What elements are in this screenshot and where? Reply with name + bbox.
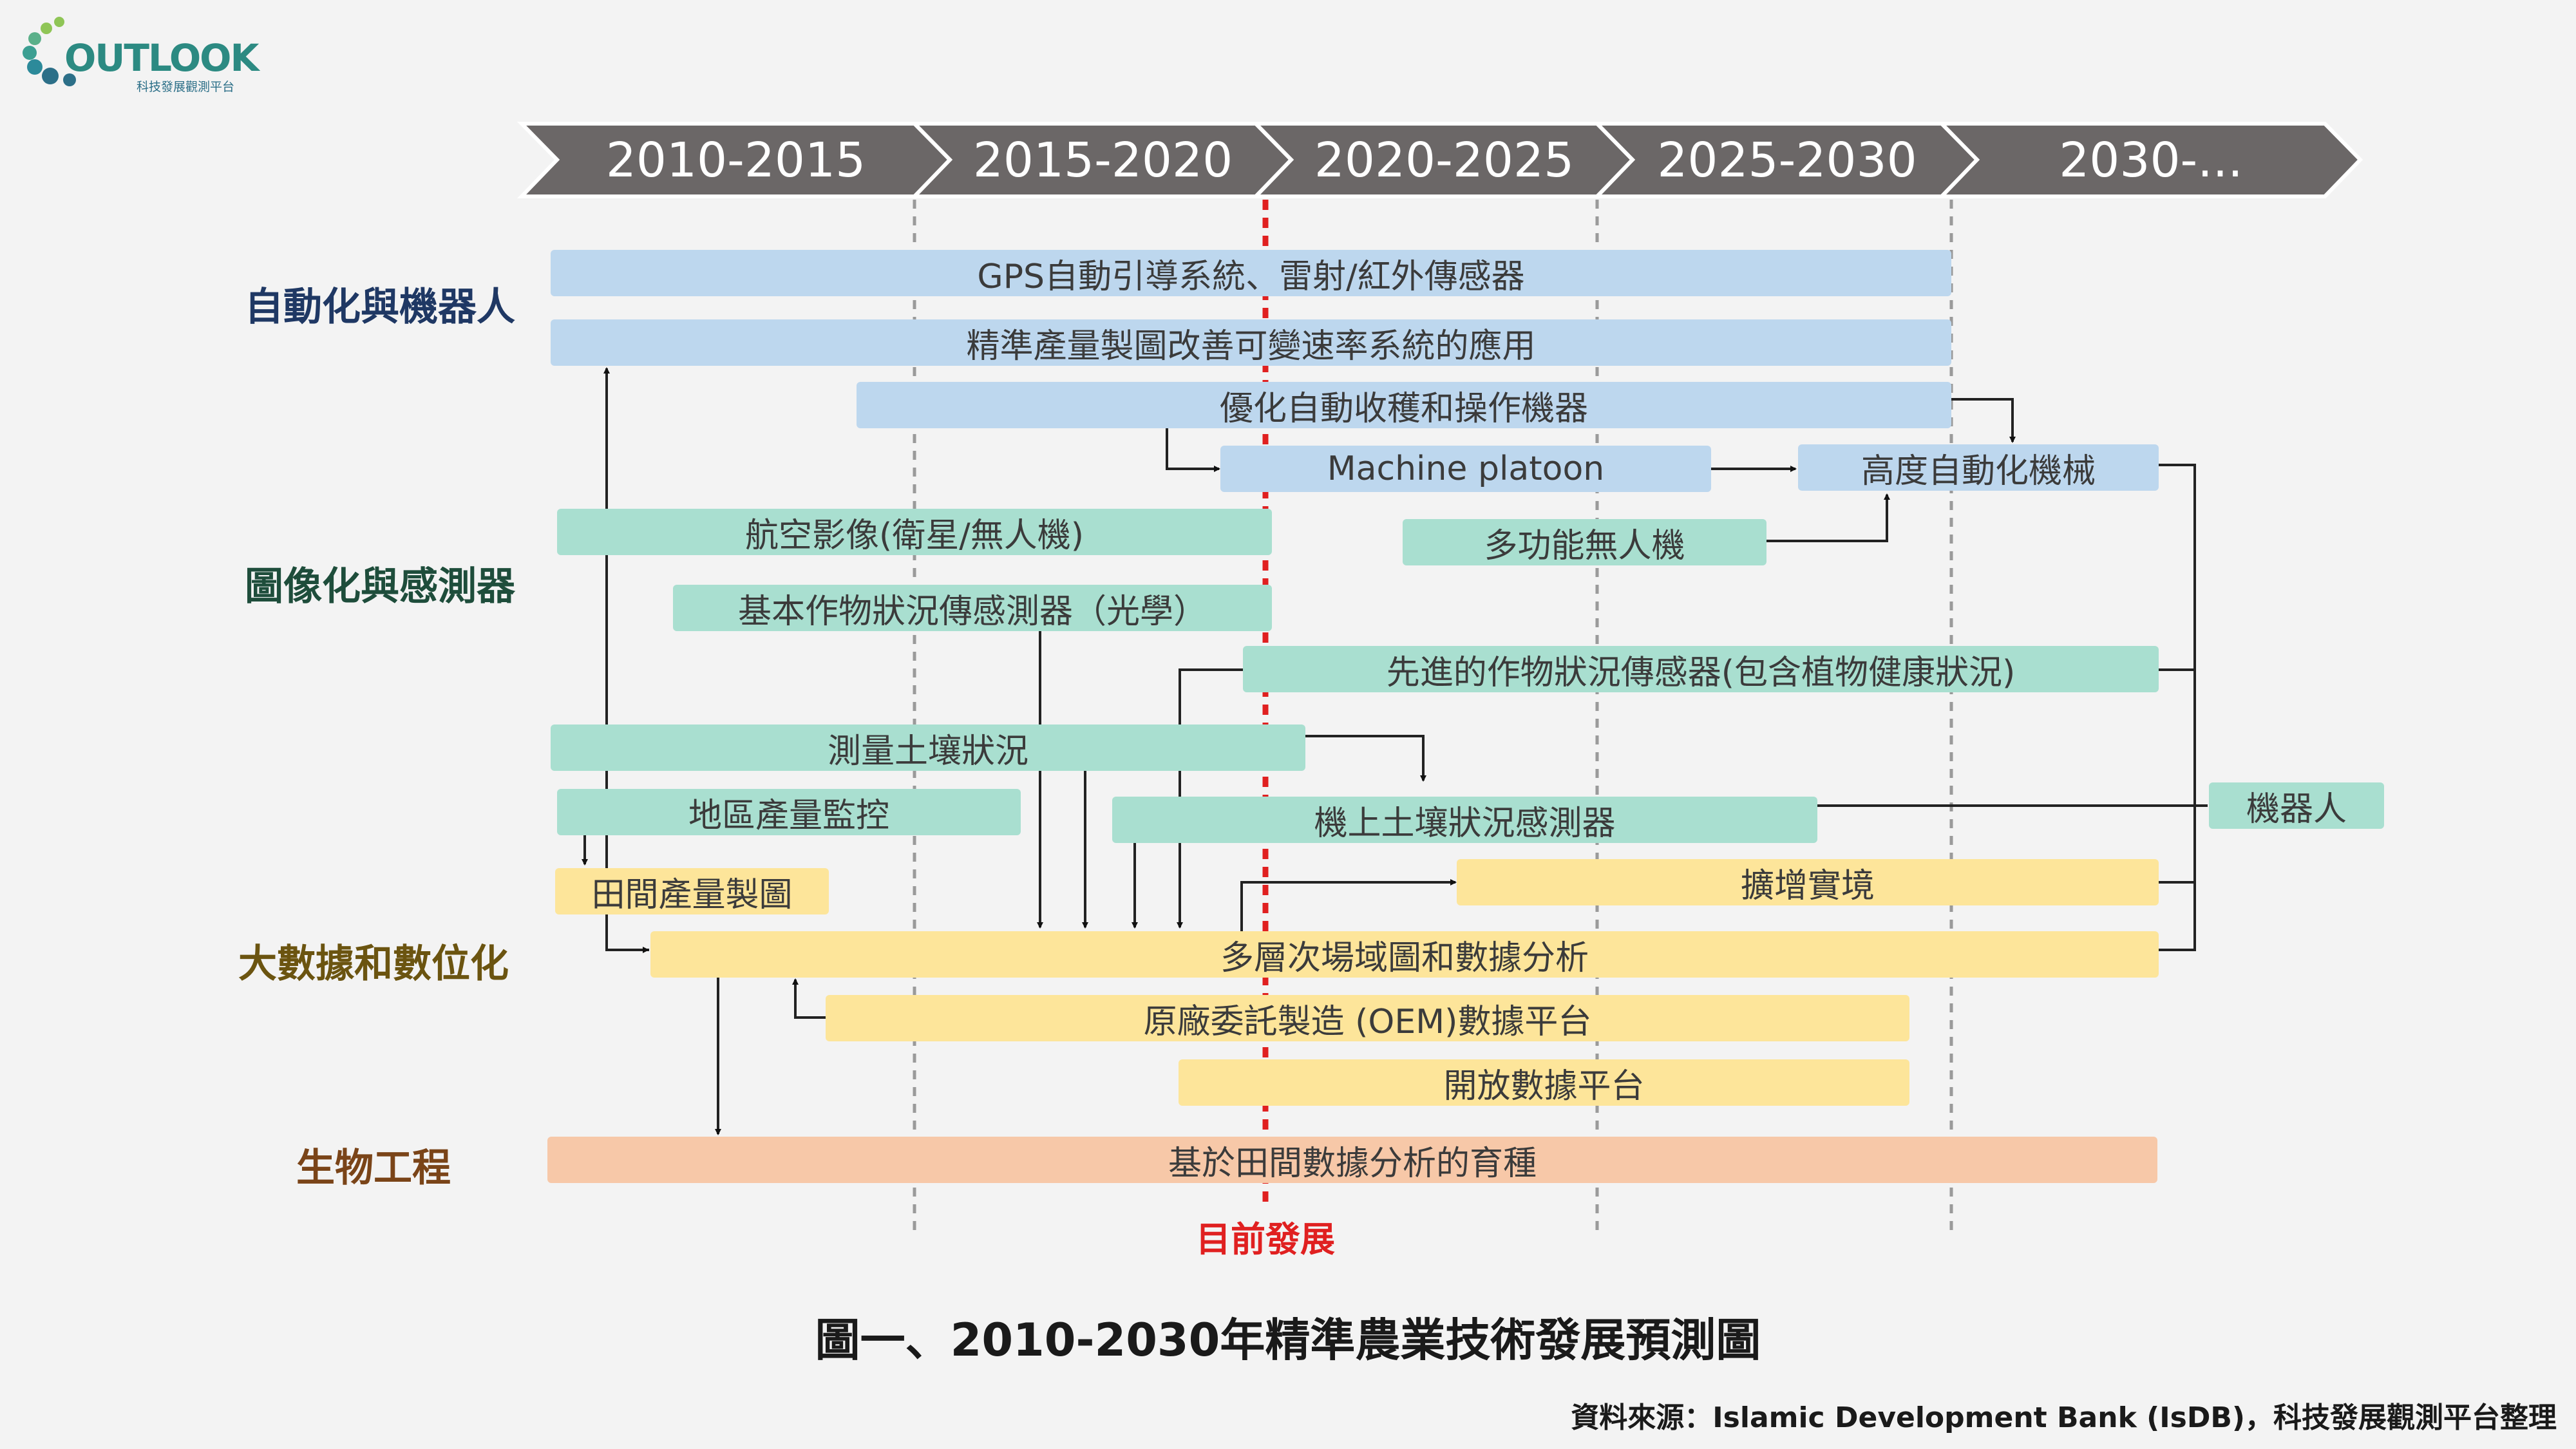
bar-augmented-reality: 擴增實境 — [1457, 859, 2159, 905]
timeline-label: 2030-... — [2059, 133, 2243, 188]
timeline-label: 2025-2030 — [1657, 133, 1917, 188]
bar-oem-platform: 原廠委託製造 (OEM)數據平台 — [826, 995, 1909, 1041]
bar-multi-layer: 多層次場域圖和數據分析 — [650, 931, 2159, 978]
bar-breeding: 基於田間數據分析的育種 — [547, 1137, 2157, 1183]
logo-subtitle: 科技發展觀測平台 — [137, 80, 235, 94]
timeline-segment — [1937, 122, 2363, 198]
bar-robot: 機器人 — [2209, 782, 2384, 829]
connector-arrow — [792, 978, 826, 1019]
connector-arrow — [1766, 493, 1890, 542]
category-bioengineering: 生物工程 — [296, 1146, 451, 1191]
bar-regional-yield: 地區產量監控 — [557, 789, 1021, 835]
current-development-label: 目前發展 — [1196, 1219, 1335, 1260]
figure-title: 圖一、2010-2030年精準農業技術發展預測圖 — [815, 1314, 1761, 1367]
category-imaging: 圖像化與感測器 — [245, 564, 515, 609]
bar-open-platform: 開放數據平台 — [1179, 1059, 1909, 1106]
bar-high-automation: 高度自動化機械 — [1798, 444, 2159, 491]
bar-field-yield-map: 田間產量製圖 — [555, 868, 829, 914]
bar-aerial-imagery: 航空影像(衛星/無人機) — [557, 509, 1272, 555]
bar-machine-platoon: Machine platoon — [1220, 446, 1711, 492]
category-bigdata: 大數據和數位化 — [238, 942, 509, 987]
logo-wordmark: OUTLOOK — [64, 36, 259, 80]
source-note: 資料來源：Islamic Development Bank (IsDB)，科技發… — [1571, 1401, 2557, 1434]
bar-gps: GPS自動引導系統、雷射/紅外傳感器 — [551, 250, 1951, 296]
timeline-label: 2015-2020 — [973, 133, 1233, 188]
connector-arrow — [1305, 735, 1426, 782]
bar-advanced-sensor: 先進的作物狀況傳感器(包含植物健康狀況) — [1243, 646, 2159, 692]
bar-optimize-harvest: 優化自動收穫和操作機器 — [857, 382, 1951, 428]
bar-basic-sensor: 基本作物狀況傳感測器（光學） — [673, 585, 1272, 631]
bar-multi-drone: 多功能無人機 — [1403, 519, 1766, 565]
bar-onboard-soil: 機上土壤狀況感測器 — [1112, 797, 1817, 843]
category-automation: 自動化與機器人 — [245, 285, 515, 330]
connector-arrow — [603, 367, 649, 951]
outlook-logo: OUTLOOK 科技發展觀測平台 — [19, 12, 259, 94]
timeline-label: 2010-2015 — [606, 133, 866, 188]
timeline-label: 2020-2025 — [1314, 133, 1574, 188]
bar-precision-map: 精準產量製圖改善可變速率系統的應用 — [551, 319, 1951, 366]
logo-dots-icon — [23, 17, 76, 86]
bar-soil-measure: 測量土壤狀況 — [551, 724, 1305, 771]
connector-arrow — [1166, 428, 1220, 472]
connector-arrow — [1951, 398, 2016, 443]
connector-line — [2159, 464, 2196, 951]
connector-arrow — [1240, 879, 1457, 931]
